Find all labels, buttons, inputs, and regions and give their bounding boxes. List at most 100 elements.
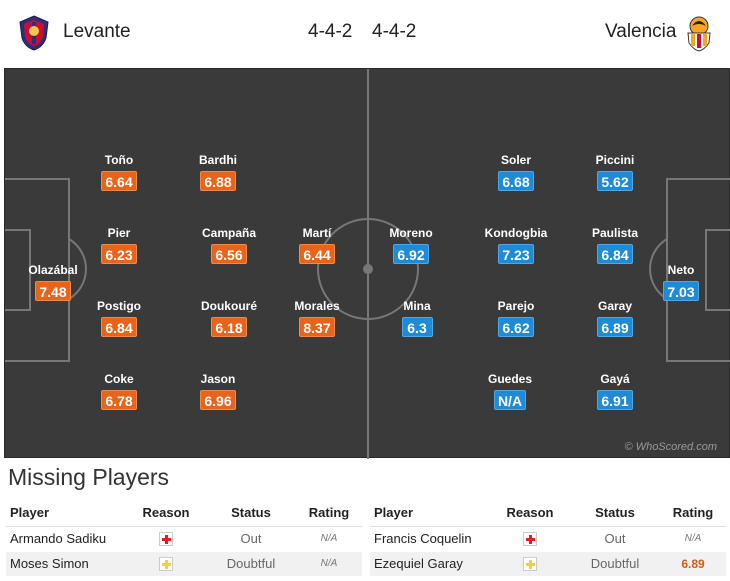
player-name: Neto: [667, 263, 695, 277]
table-row[interactable]: Francis Coquelin Out N/A: [370, 526, 726, 552]
player-rating: 7.23: [498, 244, 534, 264]
table-row[interactable]: Armando Sadiku Out N/A: [6, 526, 362, 552]
player-name: Bardhi: [198, 153, 237, 167]
player-cell[interactable]: Moses Simon: [6, 551, 126, 577]
rating-cell: 6.89: [660, 551, 726, 577]
player-rating: 6.84: [597, 244, 633, 264]
home-formation: 4-4-2: [308, 21, 353, 42]
away-player[interactable]: Neto 7.03: [641, 263, 721, 302]
away-player[interactable]: Paulista 6.84: [575, 226, 655, 265]
player-name: Doukouré: [200, 299, 257, 313]
player-name: Pier: [107, 226, 131, 240]
player-name: Garay: [597, 299, 633, 313]
player-name: Kondogbia: [484, 226, 548, 240]
away-player[interactable]: Soler 6.68: [476, 153, 556, 192]
away-player[interactable]: Moreno 6.92: [371, 226, 451, 265]
missing-players-title: Missing Players: [8, 464, 170, 490]
player-name: Gayá: [600, 372, 630, 386]
player-name: Jason: [200, 372, 236, 386]
away-player[interactable]: Kondogbia 7.23: [476, 226, 556, 265]
player-rating: 7.48: [35, 281, 71, 301]
home-player[interactable]: Bardhi 6.88: [178, 153, 258, 192]
home-player[interactable]: Coke 6.78: [79, 372, 159, 411]
away-team-name: Valencia: [605, 21, 677, 42]
player-rating: 6.62: [498, 317, 534, 337]
injury-icon: [159, 532, 173, 547]
player-name: Moreno: [389, 226, 433, 240]
home-player[interactable]: Pier 6.23: [79, 226, 159, 265]
away-formation: 4-4-2: [372, 21, 417, 42]
player-rating: 6.89: [597, 317, 633, 337]
player-name: Coke: [104, 372, 134, 386]
home-player[interactable]: Olazábal 7.48: [13, 263, 93, 302]
player-rating: 6.44: [299, 244, 335, 264]
player-rating: N/A: [493, 390, 527, 410]
rating-cell: N/A: [296, 551, 362, 577]
status-cell: Out: [206, 526, 296, 552]
player-rating: 6.88: [200, 171, 236, 191]
player-rating: 6.68: [498, 171, 534, 191]
away-player[interactable]: Piccini 5.62: [575, 153, 655, 192]
levante-crest-icon: [19, 15, 49, 51]
injury-icon: [523, 532, 537, 547]
player-name: Paulista: [591, 226, 639, 240]
home-missing-table: Player Reason Status Rating Armando Sadi…: [6, 500, 362, 577]
player-name: Soler: [500, 153, 531, 167]
player-name: Piccini: [595, 153, 635, 167]
home-player[interactable]: Jason 6.96: [178, 372, 258, 411]
away-player[interactable]: Parejo 6.62: [476, 299, 556, 338]
col-reason: Reason: [126, 500, 206, 527]
home-player[interactable]: Morales 8.37: [277, 299, 357, 338]
player-rating: 6.84: [101, 317, 137, 337]
away-player[interactable]: Gayá 6.91: [575, 372, 655, 411]
player-name: Guedes: [487, 372, 532, 386]
home-player[interactable]: Postigo 6.84: [79, 299, 159, 338]
match-header: Levante 4-4-2 4-4-2 Valencia: [0, 0, 730, 68]
player-name: Parejo: [497, 299, 535, 313]
col-rating: Rating: [660, 500, 726, 527]
table-row[interactable]: Ezequiel Garay Doubtful 6.89: [370, 551, 726, 577]
player-name: Olazábal: [28, 263, 78, 277]
player-rating: 6.64: [101, 171, 137, 191]
player-rating: 6.96: [200, 390, 236, 410]
col-status: Status: [206, 500, 296, 527]
player-cell[interactable]: Francis Coquelin: [370, 526, 490, 552]
away-missing-table: Player Reason Status Rating Francis Coqu…: [370, 500, 726, 577]
doubtful-icon: [159, 557, 173, 572]
status-cell: Doubtful: [206, 551, 296, 577]
away-player[interactable]: Guedes N/A: [470, 372, 550, 411]
status-cell: Out: [570, 526, 660, 552]
col-player: Player: [370, 500, 490, 527]
home-player[interactable]: Campaña 6.56: [189, 226, 269, 265]
player-name: Morales: [294, 299, 340, 313]
player-name: Postigo: [97, 299, 141, 313]
player-name: Martí: [302, 226, 332, 240]
watermark: © WhoScored.com: [624, 441, 717, 453]
player-rating: 6.3: [401, 317, 433, 337]
pitch-markings: [5, 69, 730, 459]
col-rating: Rating: [296, 500, 362, 527]
player-rating: 6.92: [393, 244, 429, 264]
away-player[interactable]: Mina 6.3: [377, 299, 457, 338]
player-name: Toño: [104, 153, 134, 167]
rating-cell: N/A: [296, 526, 362, 552]
player-rating: 6.78: [101, 390, 137, 410]
player-name: Campaña: [201, 226, 257, 240]
table-row[interactable]: Moses Simon Doubtful N/A: [6, 551, 362, 577]
home-player[interactable]: Doukouré 6.18: [189, 299, 269, 338]
player-name: Mina: [403, 299, 431, 313]
home-player[interactable]: Martí 6.44: [277, 226, 357, 265]
col-reason: Reason: [490, 500, 570, 527]
away-player[interactable]: Garay 6.89: [575, 299, 655, 338]
player-cell[interactable]: Armando Sadiku: [6, 526, 126, 552]
player-cell[interactable]: Ezequiel Garay: [370, 551, 490, 577]
player-rating: 6.23: [101, 244, 137, 264]
doubtful-icon: [523, 557, 537, 572]
col-status: Status: [570, 500, 660, 527]
status-cell: Doubtful: [570, 551, 660, 577]
home-player[interactable]: Toño 6.64: [79, 153, 159, 192]
home-team-name: Levante: [63, 21, 131, 42]
player-rating: 6.56: [211, 244, 247, 264]
player-rating: 8.37: [299, 317, 335, 337]
player-rating: 6.91: [597, 390, 633, 410]
